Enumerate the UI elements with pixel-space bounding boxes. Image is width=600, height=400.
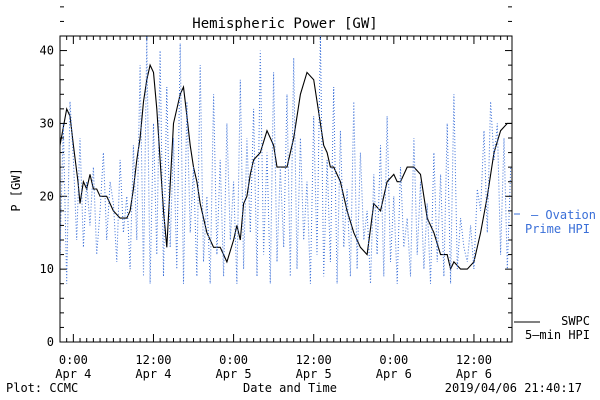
y-tick-label: 20 <box>40 189 54 203</box>
footer-right: 2019/04/06 21:40:17 <box>445 381 582 395</box>
legend-ovation-line2: Prime HPI <box>525 222 590 236</box>
x-tick-label-time: 12:00 <box>456 353 492 367</box>
x-tick-label-date: Apr 4 <box>135 367 171 381</box>
x-tick-label-date: Apr 6 <box>456 367 492 381</box>
x-tick-label-time: 0:00 <box>59 353 88 367</box>
x-tick-label-date: Apr 6 <box>376 367 412 381</box>
chart-title: Hemispheric Power [GW] <box>192 16 377 32</box>
x-tick-label-time: 12:00 <box>296 353 332 367</box>
legend-swpc-line1: SWPC <box>561 314 590 328</box>
x-axis-label: Date and Time <box>243 381 337 395</box>
x-tick-label-date: Apr 5 <box>216 367 252 381</box>
y-tick-label: 10 <box>40 262 54 276</box>
legend-ovation-line1: — Ovation <box>531 208 596 222</box>
x-tick-label-time: 12:00 <box>135 353 171 367</box>
x-tick-label-time: 0:00 <box>219 353 248 367</box>
x-tick-label-date: Apr 4 <box>55 367 91 381</box>
y-axis-label: P [GW] <box>9 168 23 211</box>
footer-left: Plot: CCMC <box>6 381 78 395</box>
y-tick-label: 0 <box>47 335 54 349</box>
y-tick-label: 30 <box>40 116 54 130</box>
x-tick-label-time: 0:00 <box>379 353 408 367</box>
plot-frame <box>59 35 513 343</box>
x-tick-label-date: Apr 5 <box>296 367 332 381</box>
y-tick-label: 40 <box>40 44 54 58</box>
series-swpc-line <box>60 63 512 271</box>
series-ovation-line <box>60 36 512 284</box>
legend-swpc-line2: 5–min HPI <box>525 328 590 342</box>
